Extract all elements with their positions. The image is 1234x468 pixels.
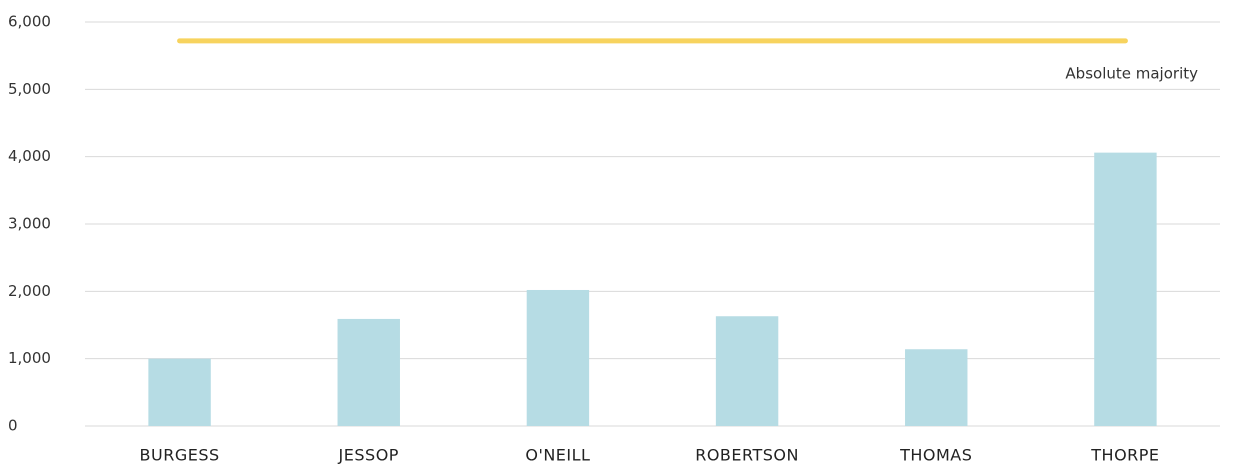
x-tick-label: O'NEILL: [525, 446, 590, 465]
y-tick-label: 4,000: [8, 147, 51, 165]
x-tick-label: BURGESS: [140, 446, 220, 465]
y-tick-label: 6,000: [8, 13, 51, 31]
reference-label: Absolute majority: [1065, 64, 1198, 82]
x-tick-label: ROBERTSON: [695, 446, 799, 465]
bar: [1094, 152, 1157, 427]
x-tick-label: THOMAS: [899, 446, 972, 465]
y-tick-label: 1,000: [8, 349, 51, 367]
x-tick-label: THORPE: [1090, 446, 1159, 465]
y-tick-label: 5,000: [8, 80, 51, 98]
bar: [526, 289, 590, 426]
bar: [148, 358, 211, 426]
y-tick-label: 3,000: [8, 215, 51, 233]
y-tick-label: 0: [8, 417, 18, 435]
bar: [715, 316, 779, 426]
y-tick-label: 2,000: [8, 282, 51, 300]
bar: [905, 349, 968, 426]
bar: [337, 318, 400, 426]
x-tick-label: JESSOP: [338, 446, 399, 465]
